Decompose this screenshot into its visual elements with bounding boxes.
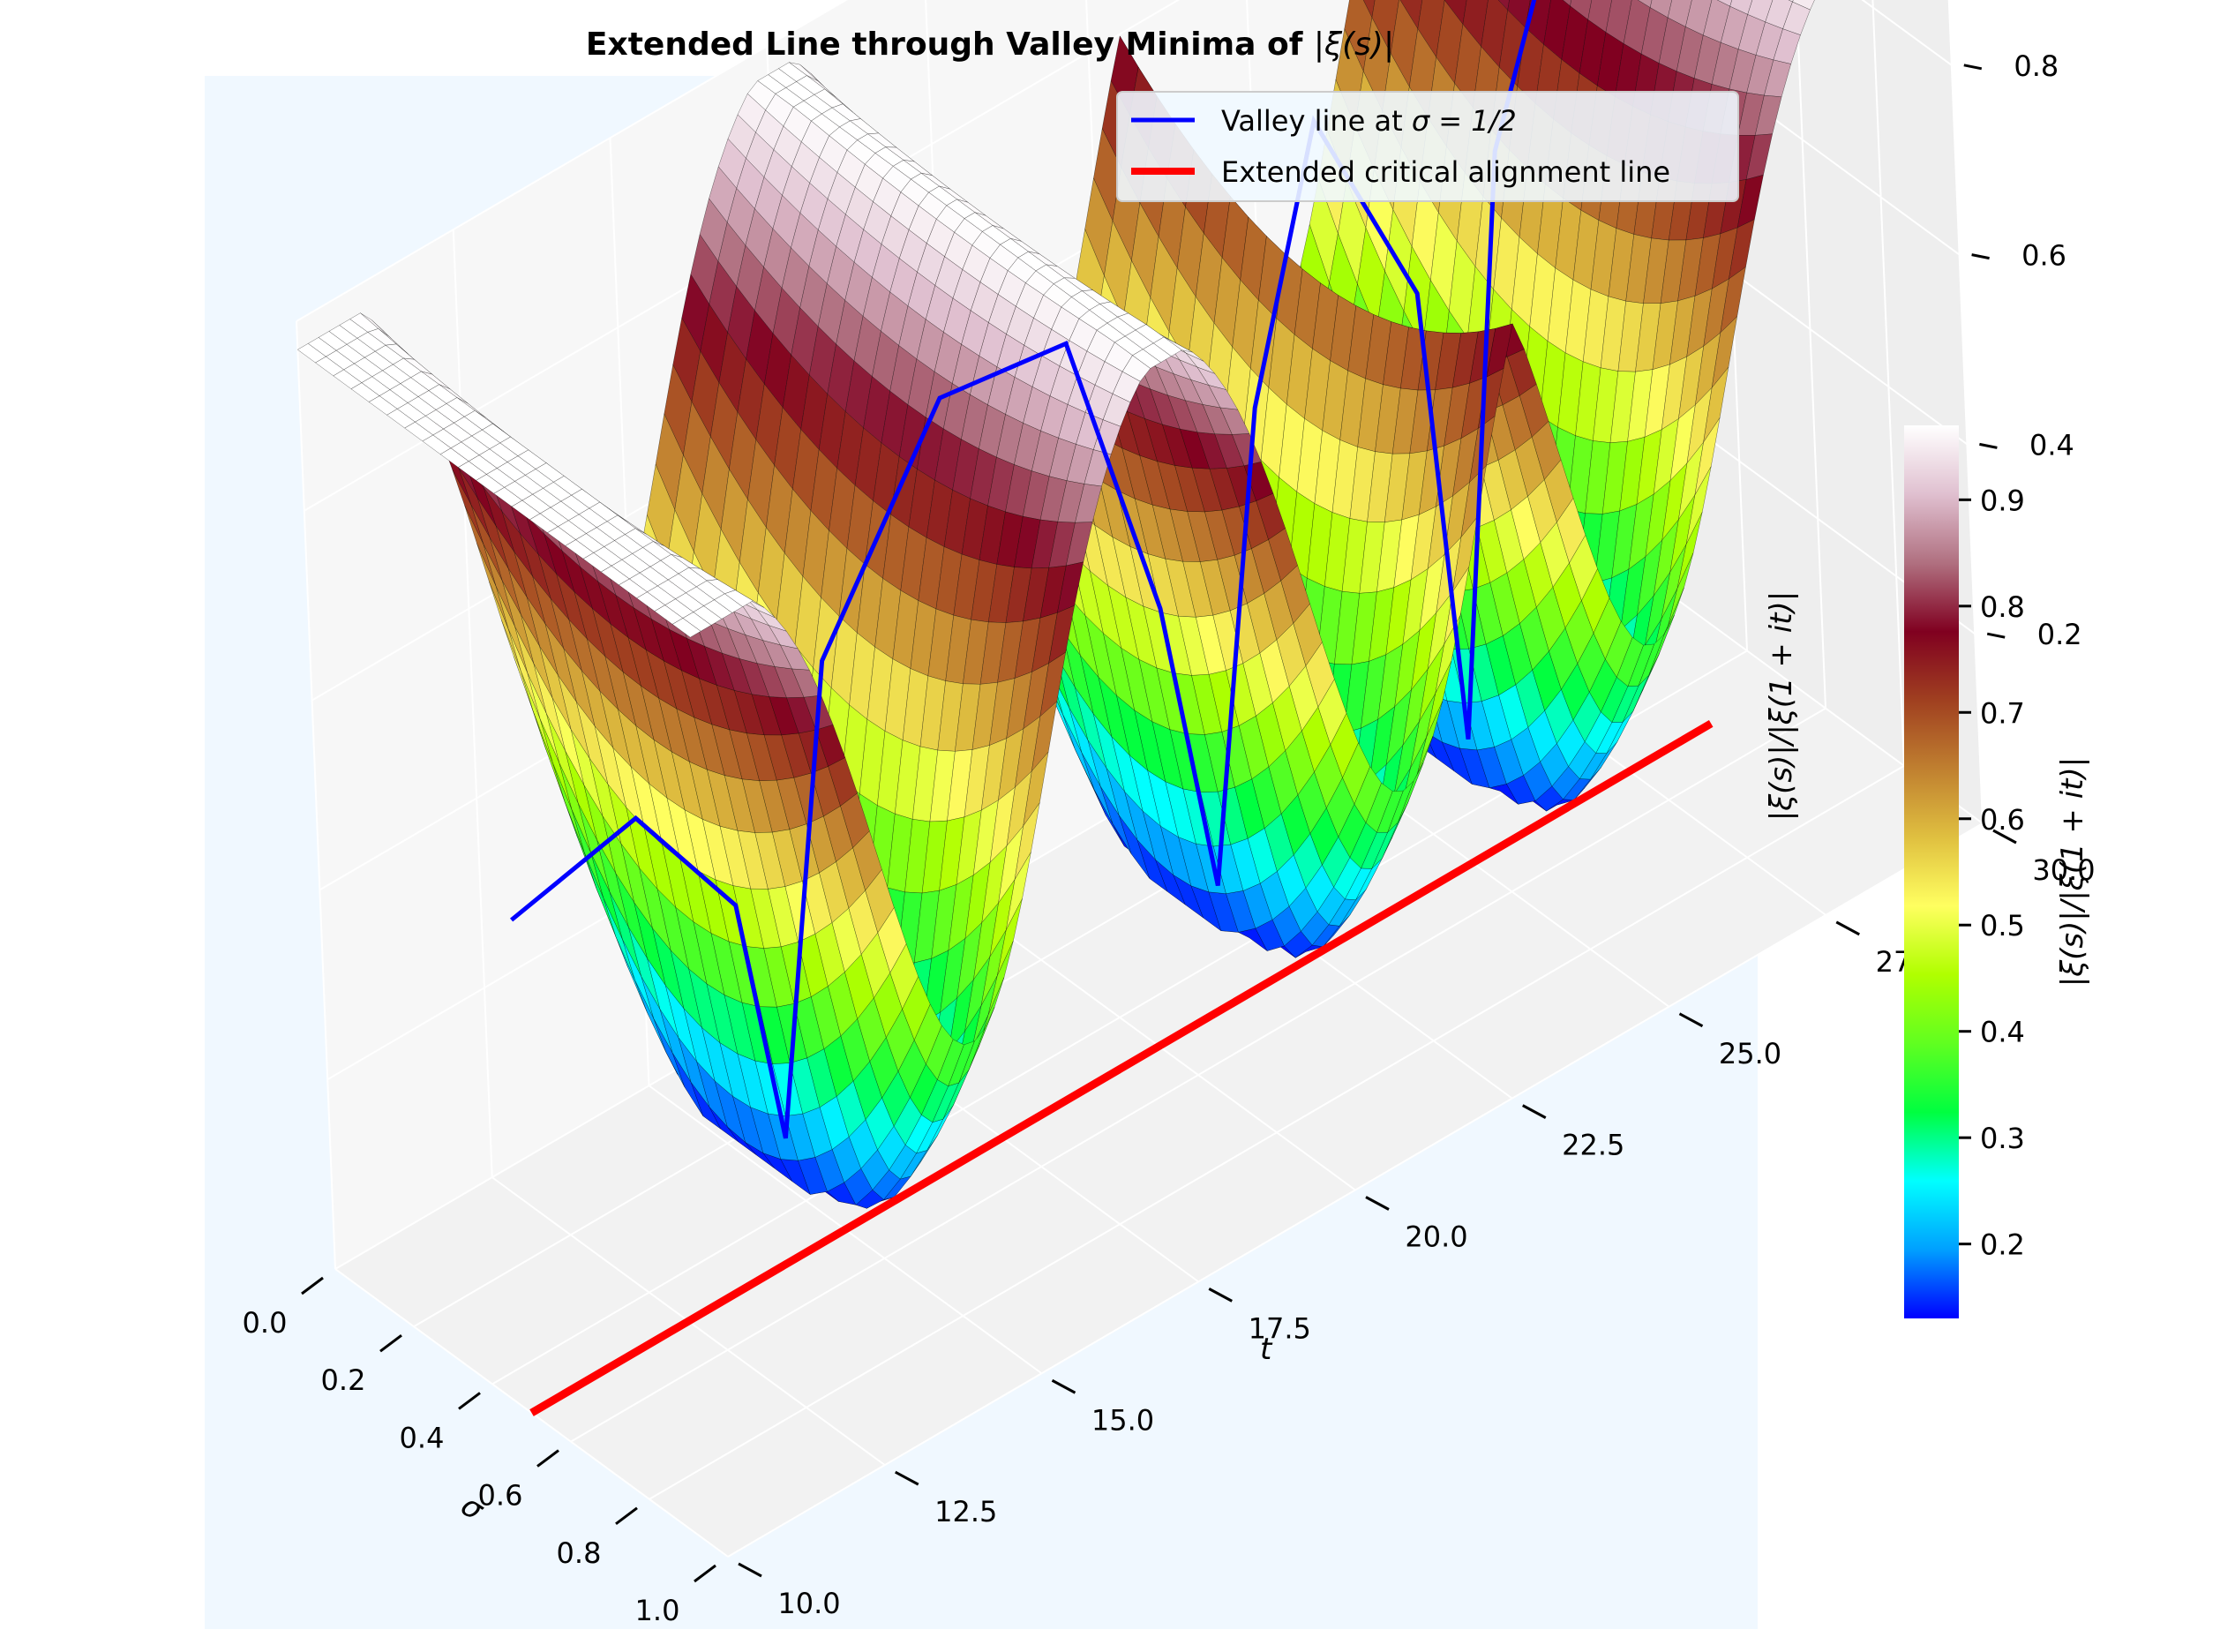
colorbar-ticks: 0.2 0.3 0.4 0.5 0.6 0.7 0.8 0.9 [1959, 484, 2025, 1262]
t-tick [1051, 1378, 1076, 1394]
legend-label-alignment: Extended critical alignment line [1221, 155, 1670, 189]
grid-left-z [296, 0, 848, 322]
grid-left-t [296, 320, 336, 1270]
t-tick-label: 15.0 [1091, 1403, 1154, 1437]
grid-back-sigma [1796, 0, 1826, 709]
surface-plot [296, 0, 1815, 1209]
colorbar-tick-label: 0.4 [1980, 1016, 2025, 1049]
surface-facet [671, 618, 701, 638]
grid-left-t [452, 229, 493, 1178]
colorbar-tick-label: 0.8 [1980, 590, 2025, 624]
sigma-tick-label: 0.8 [557, 1536, 602, 1570]
sigma-tick-label: 0.2 [321, 1363, 366, 1397]
sigma-tick [536, 1449, 559, 1468]
t-axis-label: t [1260, 1332, 1273, 1367]
colorbar-label: |ξ(s)|/|ξ(1 + it)| [2055, 757, 2090, 987]
t-tick-label: 20.0 [1405, 1220, 1467, 1254]
colorbar-tick-label: 0.3 [1980, 1122, 2025, 1155]
sigma-tick-label: 0.0 [243, 1306, 288, 1340]
t-tick-label: 10.0 [777, 1587, 840, 1620]
t-tick-label: 17.5 [1249, 1311, 1311, 1345]
sigma-tick [379, 1333, 402, 1353]
legend-box [1116, 91, 1739, 202]
sigma-tick [694, 1564, 716, 1583]
z-tick [1963, 64, 1983, 71]
z-tick [1986, 632, 2006, 639]
colorbar-tick-label: 0.2 [1980, 1228, 2025, 1262]
z-axis-label: |ξ(s)|/|ξ(1 + it)| [1764, 591, 1799, 821]
sigma-tick [458, 1392, 481, 1410]
t-tick [1365, 1196, 1390, 1211]
chart-title: Extended Line through Valley Minima of |… [586, 26, 1394, 63]
colorbar-fill [1904, 425, 1959, 1318]
plot-axes: 0.0 0.2 0.4 0.6 0.8 1.0 10.0 12.5 15.0 17.5 20.0 22… [205, 0, 2096, 1629]
grid-back-sigma [1947, 0, 1984, 824]
sigma-tick [615, 1506, 638, 1526]
grid-back-z [1861, 0, 1953, 66]
colorbar-tick-label: 0.5 [1980, 909, 2025, 942]
t-tick [1208, 1288, 1233, 1303]
sigma-tick-label: 1.0 [635, 1594, 680, 1627]
colorbar-tick-label: 0.9 [1980, 484, 2025, 517]
t-tick [1678, 1012, 1704, 1028]
z-tick [1979, 442, 1998, 449]
colorbar-tick-label: 0.6 [1980, 803, 2025, 837]
grid-left-z [304, 0, 1181, 512]
legend: Valley line at σ = 1/2 Extended critical… [1116, 91, 1739, 202]
z-tick [1971, 253, 1990, 260]
z-tick-label: 0.2 [2037, 618, 2082, 651]
z-tick-label: 0.4 [2029, 428, 2074, 462]
z-tick-label: 0.8 [2014, 49, 2059, 83]
t-tick [1835, 920, 1860, 936]
sigma-tick [301, 1276, 324, 1295]
t-tick-label: 12.5 [934, 1495, 997, 1528]
axis-ticks: 0.0 0.2 0.4 0.6 0.8 1.0 10.0 12.5 15.0 17.5 20.0 22… [243, 49, 2096, 1627]
t-tick [1522, 1104, 1547, 1119]
sigma-tick-label: 0.6 [478, 1479, 523, 1513]
t-tick-label: 30.0 [2032, 853, 2095, 887]
grid-back-sigma [1871, 0, 1905, 766]
t-tick [895, 1470, 919, 1486]
t-tick-label: 25.0 [1719, 1037, 1781, 1070]
t-tick [738, 1562, 762, 1578]
t-tick-label: 22.5 [1562, 1129, 1624, 1162]
colorbar: 0.2 0.3 0.4 0.5 0.6 0.7 0.8 0.9 |ξ(s)|/|ξ(1 + i… [1904, 425, 2090, 1318]
sigma-tick-label: 0.4 [400, 1421, 445, 1454]
critical-alignment-line [529, 720, 1714, 1416]
valley-line [510, 0, 1537, 1139]
legend-label-valley: Valley line at σ = 1/2 [1221, 104, 1517, 138]
colorbar-tick-label: 0.7 [1980, 696, 2025, 730]
z-tick-label: 0.6 [2021, 239, 2066, 273]
t-tick [1992, 829, 2017, 845]
